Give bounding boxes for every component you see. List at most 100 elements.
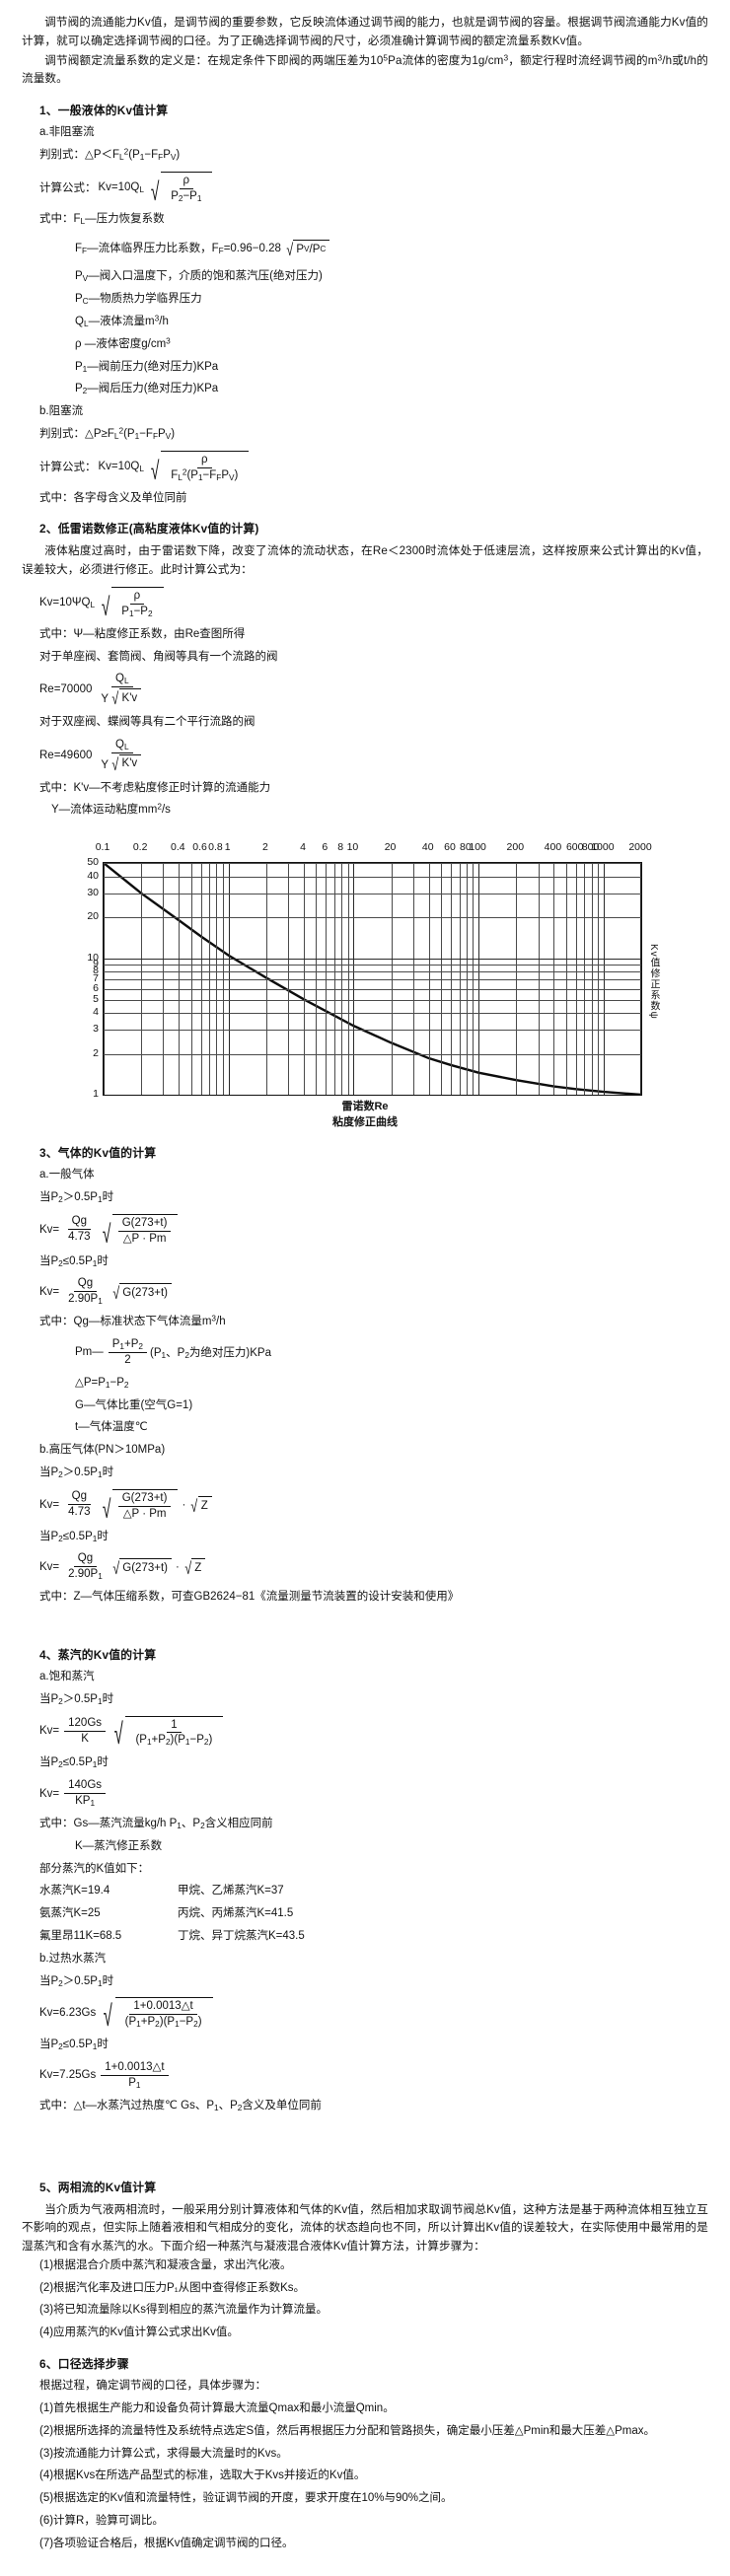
- den-dash: −P: [182, 189, 197, 202]
- s3-f1-den: 4.73: [68, 1231, 91, 1244]
- sqrt-ff: √ P V/P C: [285, 239, 330, 257]
- formula-label-1b: 计算公式：: [39, 461, 97, 473]
- s4b-cond1-tail: 时: [102, 1974, 114, 1987]
- sqrt-re2: √ K'v: [110, 753, 142, 773]
- chart-gridline-horizontal: [104, 863, 641, 865]
- s3-cond2-sub: 2: [58, 1258, 63, 1268]
- intro-p2-sup-2: 3: [503, 52, 509, 63]
- s4b-den-a: (P: [124, 2016, 137, 2029]
- s3b-cond2-le: ≤0.5P: [62, 1530, 93, 1542]
- re2-num-q: Q: [115, 738, 124, 751]
- chart-gridline-horizontal: [104, 1095, 641, 1096]
- s4b-where-c: 含义及单位同前: [242, 2099, 322, 2111]
- def-p1-row: P1—阀前压力(绝对压力)KPa: [22, 359, 708, 377]
- chart-gridline-vertical: [640, 863, 641, 1096]
- chart-gridline-vertical: [598, 863, 600, 1096]
- where-gamma-sup: 2: [157, 802, 162, 812]
- den-p2-sub: 2: [178, 193, 183, 203]
- radicand-s3bf2z: Z: [191, 1558, 206, 1575]
- chart-gridline-vertical: [216, 863, 218, 1096]
- chart-gridline-vertical: [288, 863, 290, 1096]
- chart-y-axis-title: Kv值修正系数ψ: [648, 944, 659, 1021]
- re1-fraction: QL Υ √ K'v: [97, 673, 147, 707]
- section-5-step-4: (4)应用蒸汽的Kv值计算公式求出Kv值。: [39, 2326, 239, 2339]
- def-fl-sub: L: [80, 216, 86, 226]
- section-1b-criterion: 判别式：△P≥FL2(P1−FFPV): [22, 426, 708, 444]
- s4b-f2-lead: Kv=7.25Gs: [39, 2069, 97, 2082]
- b-criterion-label: 判别式：: [39, 428, 85, 440]
- b-criterion-expr-1: △P≥F: [85, 428, 114, 440]
- kv-lead-text: Kv=10Q: [98, 180, 140, 193]
- def-rho-row: ρ —液体密度g/cm3: [22, 336, 708, 354]
- re2-den-gamma: Υ: [101, 758, 110, 771]
- chart-x-tick: 0.4: [170, 841, 185, 854]
- section-6-intro: 根据过程，确定调节阀的口径，具体步骤为：: [39, 2380, 266, 2393]
- b-den-pv-sub: V: [229, 472, 235, 482]
- radical-glyph-s3bf1z: √: [190, 1496, 198, 1517]
- section-6-step-6: (6)计算R，验算可调比。: [39, 2514, 164, 2527]
- section-5-step-3: (3)将已知流量除以Ks得到相应的蒸汽流量作为计算流量。: [39, 2304, 328, 2317]
- dp-a: △P=P: [75, 1376, 106, 1389]
- pm-num-plus: +P: [124, 1338, 139, 1350]
- def-ff-lead: FF—流体临界压力比系数，FF=0.96−0.28: [75, 240, 281, 255]
- chart-gridline-vertical: [575, 863, 577, 1096]
- chart-y-tick: 10: [87, 951, 99, 964]
- chart-gridline-vertical: [304, 863, 305, 1096]
- chart-gridline-vertical: [341, 863, 343, 1096]
- chart-gridline-vertical: [190, 863, 192, 1096]
- s3b-cond1-sub: 2: [58, 1470, 63, 1480]
- s4-f1-den: K: [81, 1732, 89, 1745]
- formula-label-1a: 计算公式：: [39, 181, 97, 194]
- chart-gridline-vertical: [466, 863, 468, 1096]
- chart-y-tick: 1: [93, 1088, 99, 1101]
- criterion-sub-v: V: [170, 153, 177, 162]
- s4b-f2-den-text: P: [128, 2076, 136, 2089]
- def-rho-text: —液体密度g/cm: [81, 337, 167, 350]
- section-4b-formula-2: Kv=7.25Gs 1+0.0013△t P1: [22, 2061, 708, 2090]
- s3b-f1-inner-den: △P · Pm: [122, 1507, 167, 1520]
- section-2-re2-formula: Re=49600 QL Υ √ K'v: [22, 738, 708, 773]
- s3b-cond1-sub2: 1: [97, 1470, 103, 1480]
- intro-p2-part-b: Pa流体的密度为1g/cm: [388, 53, 504, 67]
- fraction-1b-numerator: ρ: [197, 454, 212, 468]
- section-1a-where: 式中：FL—压力恢复系数: [22, 211, 708, 229]
- section-4a-formula-1: Kv= 120Gs K √ 1 (P1+P2)(P1−P2): [22, 1715, 708, 1752]
- s4b-f1-sqrt: √ 1+0.0013△t (P1+P2)(P1−P2): [100, 1997, 213, 2032]
- s4b-where-a: 式中：△t—水蒸汽过热度℃ Gs、P: [39, 2099, 215, 2111]
- s3b-f2-num: Qg: [73, 1552, 98, 1568]
- chart-gridline-vertical: [326, 863, 328, 1096]
- radical-glyph-1b: √: [150, 457, 160, 485]
- def-ff-sub: F: [82, 247, 88, 256]
- radical-glyph-s4f1: √: [113, 1718, 123, 1752]
- s3-f2-den: 2.90P1: [64, 1292, 107, 1306]
- criterion-expr-5: ): [176, 148, 181, 161]
- chart-x-tick: 20: [384, 841, 397, 854]
- s4-f1-fraction: 120Gs K: [64, 1717, 107, 1746]
- b-criterion-expr-2: (P: [123, 428, 135, 440]
- chart-y-tick: 3: [93, 1023, 99, 1036]
- s4-cond1-a: 当P: [39, 1692, 59, 1705]
- s3-f2-den-text: 2.90P: [68, 1293, 99, 1306]
- def-ql-unit: /h: [159, 315, 169, 327]
- def-p2-row: P2—阀后压力(绝对压力)KPa: [22, 381, 708, 398]
- section-2-where-kv: 式中：K'v—不考虑粘度修正时计算的流通能力: [39, 781, 271, 794]
- def-p2-sym: P: [75, 383, 83, 395]
- s3-f1-inner-den: △P · Pm: [122, 1232, 167, 1245]
- s3-where-text: 式中：Qg—标准状态下气体流量m: [39, 1316, 212, 1328]
- section-3-dp-def: △P=P1−P2: [22, 1375, 708, 1393]
- fraction-1b-denominator: FL2(P1−FFPV): [167, 468, 242, 482]
- chart-x-tick: 10: [346, 841, 359, 854]
- re2-lead: Re=49600: [39, 749, 93, 761]
- s4-cond2-tail: 时: [97, 1756, 109, 1769]
- section-3-heading: 3、气体的Kv值的计算: [39, 1146, 157, 1161]
- def-p1-text: —阀前压力(绝对压力)KPa: [87, 360, 219, 373]
- section-1a-label: a.非阻塞流: [39, 126, 95, 139]
- section-3a-cond-2: 当P2≤0.5P1时: [22, 1253, 708, 1271]
- chart-x-tick: 600: [565, 841, 584, 854]
- radicand-re1: K'v: [118, 688, 142, 705]
- section-3b-formula-2: Kv= Qg 2.90P1 √ G(273+t) · √ Z: [22, 1552, 708, 1581]
- s4b-where-s1: 1: [214, 2103, 219, 2112]
- pm-tail-a: (P: [150, 1347, 162, 1360]
- chart-gridline-vertical: [316, 863, 318, 1096]
- section-3-t-def: t—气体温度℃: [75, 1421, 148, 1434]
